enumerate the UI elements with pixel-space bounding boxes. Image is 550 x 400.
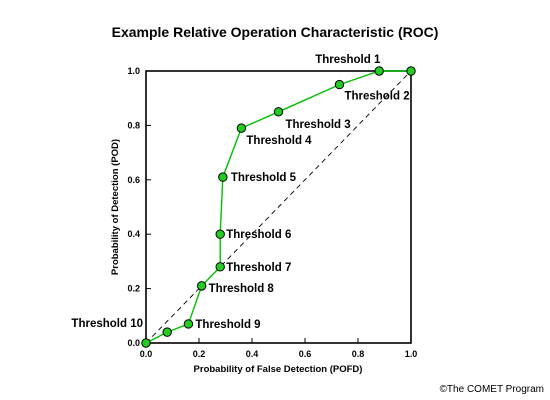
- x-axis-ticks: 0.0 0.2 0.4 0.6 0.8 1.0: [140, 338, 418, 359]
- x-tick-label: 0.2: [193, 349, 206, 359]
- threshold-label: Threshold 6: [226, 229, 291, 241]
- roc-point: [406, 66, 416, 76]
- roc-point: [218, 172, 228, 182]
- threshold-label: Threshold 2: [344, 91, 409, 103]
- chart-title: Example Relative Operation Characteristi…: [112, 24, 439, 40]
- x-tick-label: 1.0: [405, 349, 418, 359]
- roc-point: [273, 107, 284, 117]
- roc-point: [236, 123, 247, 133]
- y-tick-label: 0.6: [127, 175, 140, 185]
- roc-point: [162, 327, 172, 337]
- plot-frame: [145, 70, 412, 344]
- roc-point: [183, 319, 194, 329]
- x-axis-title: Probability of False Detection (POFD): [194, 364, 363, 375]
- x-tick-label: 0.4: [246, 349, 259, 359]
- roc-points: [141, 66, 416, 348]
- credit-text: ©The COMET Program: [440, 384, 544, 395]
- y-tick-label: 0.8: [127, 120, 140, 130]
- roc-point: [215, 229, 225, 239]
- no-skill-line: [145, 70, 412, 344]
- y-tick-label: 0.4: [127, 229, 140, 239]
- roc-point: [196, 281, 207, 291]
- roc-point: [374, 66, 384, 76]
- y-tick-label: 1.0: [127, 66, 140, 76]
- x-tick-label: 0.6: [299, 349, 312, 359]
- threshold-label: Threshold 8: [209, 283, 275, 295]
- threshold-labels: Threshold 1 Threshold 2 Threshold 3 Thresho…: [71, 54, 409, 331]
- x-tick-label: 0.0: [140, 349, 153, 359]
- threshold-label: Threshold 3: [286, 119, 351, 131]
- roc-point: [334, 79, 345, 90]
- y-tick-label: 0.0: [127, 338, 140, 348]
- threshold-label: Threshold 10: [71, 318, 143, 330]
- threshold-label: Threshold 4: [246, 135, 312, 147]
- roc-point: [141, 338, 151, 348]
- y-tick-label: 0.2: [127, 284, 140, 294]
- y-axis-ticks: 0.0 0.2 0.4 0.6 0.8 1.0: [127, 66, 151, 348]
- threshold-label: Threshold 5: [231, 172, 297, 184]
- threshold-label: Threshold 7: [226, 262, 291, 274]
- threshold-label: Threshold 1: [315, 54, 381, 66]
- threshold-label: Threshold 9: [195, 319, 260, 331]
- y-axis-title: Probability of Detection (POD): [110, 139, 121, 275]
- roc-point: [215, 262, 225, 272]
- x-tick-label: 0.8: [352, 349, 365, 359]
